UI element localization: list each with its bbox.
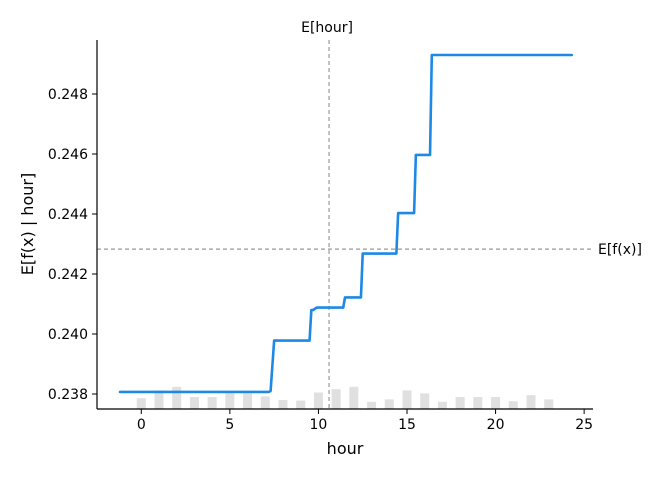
histogram-bar — [260, 396, 270, 409]
x-tick-label: 15 — [398, 417, 416, 433]
reference-lines-layer: E[f(x)] E[hour] — [97, 20, 642, 409]
histogram-bar — [455, 397, 465, 409]
histogram-bar — [384, 399, 394, 409]
histogram-bar — [136, 398, 146, 409]
histogram-bar — [437, 401, 447, 409]
y-tick-label: 0.242 — [48, 267, 88, 283]
histogram-bar — [225, 393, 235, 409]
axes-layer: 0 5 10 15 20 25 0.238 0.240 0.242 0.244 0.246 0.248 — [48, 40, 593, 433]
histogram-bar — [526, 395, 536, 409]
series-layer — [118, 53, 574, 394]
x-tick-label: 20 — [487, 417, 505, 433]
histogram-layer — [136, 386, 554, 409]
histogram-bar — [278, 400, 288, 409]
x-tick-label: 5 — [225, 417, 234, 433]
series-line — [118, 53, 574, 394]
histogram-bar — [367, 401, 377, 409]
histogram-bar — [172, 386, 182, 409]
histogram-bar — [189, 397, 199, 409]
histogram-bar — [473, 397, 483, 409]
histogram-bar — [491, 397, 501, 409]
histogram-bar — [420, 393, 430, 409]
histogram-bar — [349, 386, 359, 409]
y-tick-label: 0.246 — [48, 147, 88, 163]
expected-value-label: E[f(x)] — [598, 242, 642, 258]
x-tick-label: 0 — [137, 417, 146, 433]
histogram-bar — [154, 390, 164, 409]
histogram-bar — [402, 390, 412, 409]
histogram-bar — [331, 389, 341, 409]
histogram-bar — [508, 401, 518, 409]
x-tick-label: 10 — [310, 417, 328, 433]
y-tick-label: 0.238 — [48, 387, 88, 403]
y-tick-label: 0.240 — [48, 327, 88, 343]
histogram-bar — [207, 397, 217, 409]
expected-feature-label: E[hour] — [301, 20, 353, 36]
y-tick-label: 0.244 — [48, 207, 88, 223]
y-axis-title: E[f(x) | hour] — [18, 173, 37, 275]
histogram-bar — [544, 399, 554, 409]
histogram-bar — [243, 393, 253, 409]
y-tick-label: 0.248 — [48, 87, 88, 103]
histogram-bar — [313, 392, 323, 409]
histogram-bar — [296, 400, 306, 409]
x-axis-title: hour — [327, 439, 364, 458]
x-tick-label: 25 — [575, 417, 593, 433]
